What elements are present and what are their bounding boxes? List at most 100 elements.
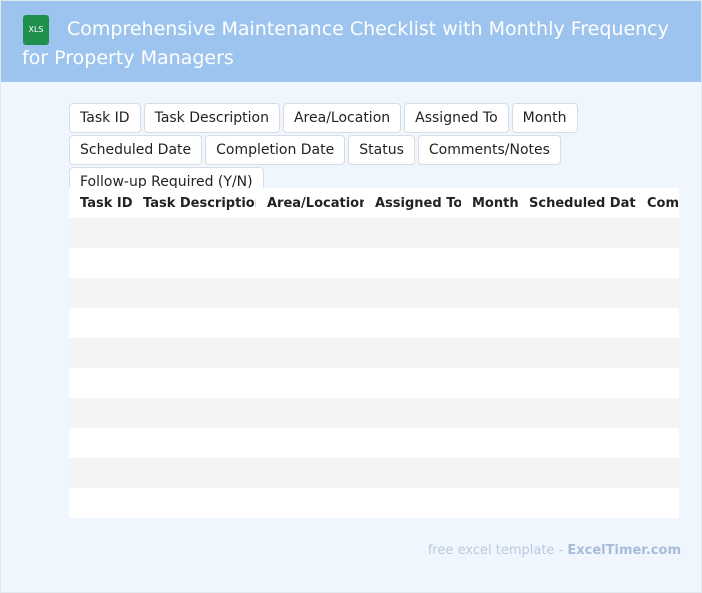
table-cell: [364, 248, 461, 278]
column-header: Scheduled Date: [529, 195, 636, 211]
table-cell: [636, 428, 679, 458]
table-cell: [132, 488, 256, 518]
table-cell: [518, 458, 636, 488]
table-container: Task ID Task Description Area/Location Assi…: [69, 188, 679, 518]
table-cell: [132, 248, 256, 278]
footer: free excel template - ExcelTimer.com: [428, 543, 681, 558]
table-cell: [461, 368, 518, 398]
table-cell: [518, 368, 636, 398]
table-cell: [364, 368, 461, 398]
table-cell: [636, 458, 679, 488]
column-header: Task Description: [143, 195, 256, 211]
column-tag[interactable]: Task ID: [69, 103, 141, 133]
table-cell: [69, 218, 132, 248]
column-tag[interactable]: Month: [511, 103, 578, 133]
table-cell: [461, 428, 518, 458]
table-row: [69, 428, 679, 458]
table-cell: [69, 308, 132, 338]
table-cell: [69, 248, 132, 278]
table-cell: [69, 398, 132, 428]
table-cell: [461, 458, 518, 488]
table-cell: [364, 428, 461, 458]
column-header: Area/Location: [267, 195, 364, 211]
column-tag[interactable]: Scheduled Date: [69, 135, 203, 165]
table-cell: [636, 488, 679, 518]
table-row: [69, 368, 679, 398]
table-cell: [518, 308, 636, 338]
column-tag[interactable]: Task Description: [143, 103, 280, 133]
table-cell: [364, 308, 461, 338]
table-cell: [256, 398, 364, 428]
table-cell: [256, 248, 364, 278]
table-cell: [69, 488, 132, 518]
footer-text: free excel template -: [427, 543, 568, 558]
table-cell: [461, 488, 518, 518]
table-cell: [636, 368, 679, 398]
table-row: [69, 278, 679, 308]
table-cell: [132, 278, 256, 308]
table-cell: [132, 458, 256, 488]
column-header: Month: [472, 195, 518, 211]
table-cell: [461, 398, 518, 428]
table-cell: [132, 338, 256, 368]
table-cell: [364, 488, 461, 518]
column-tag[interactable]: Area/Location: [282, 103, 402, 133]
table-cell: [636, 338, 679, 368]
table-cell: [256, 368, 364, 398]
table: Task ID Task Description Area/Location Assi…: [69, 188, 679, 518]
table-cell: [518, 218, 636, 248]
column-header: Task ID: [80, 195, 132, 211]
table-cell: [461, 248, 518, 278]
table-cell: [461, 278, 518, 308]
table-row: [69, 308, 679, 338]
table-cell: [69, 368, 132, 398]
footer-brand[interactable]: ExcelTimer.com: [567, 543, 681, 558]
table-row: [69, 458, 679, 488]
table-cell: [69, 338, 132, 368]
table-cell: [364, 398, 461, 428]
column-tag[interactable]: Status: [348, 135, 415, 165]
table-cell: [364, 338, 461, 368]
table-row: [69, 218, 679, 248]
header: XLS Comprehensive Maintenance Checklist …: [1, 1, 701, 82]
table-cell: [132, 398, 256, 428]
table-cell: [364, 218, 461, 248]
table-cell: [518, 248, 636, 278]
table-cell: [132, 218, 256, 248]
table-cell: [636, 218, 679, 248]
table-row: [69, 248, 679, 278]
table-cell: [256, 278, 364, 308]
table-row: [69, 488, 679, 518]
table-cell: [518, 278, 636, 308]
table-cell: [636, 398, 679, 428]
table-cell: [132, 368, 256, 398]
table-cell: [256, 458, 364, 488]
table-cell: [636, 248, 679, 278]
table-header-row: Task ID Task Description Area/Location Assi…: [69, 188, 679, 218]
table-row: [69, 338, 679, 368]
table-cell: [132, 428, 256, 458]
table-cell: [461, 338, 518, 368]
table-cell: [518, 488, 636, 518]
table-cell: [518, 338, 636, 368]
table-cell: [364, 458, 461, 488]
table-cell: [364, 278, 461, 308]
column-header: Completion Date: [647, 195, 679, 211]
file-icon: XLS: [23, 15, 49, 45]
table-cell: [69, 278, 132, 308]
column-tag[interactable]: Assigned To: [404, 103, 509, 133]
table-cell: [518, 428, 636, 458]
column-tag[interactable]: Comments/Notes: [417, 135, 561, 165]
table-cell: [461, 308, 518, 338]
table-cell: [256, 428, 364, 458]
table-cell: [518, 398, 636, 428]
table-cell: [636, 278, 679, 308]
table-cell: [636, 308, 679, 338]
table-cell: [69, 458, 132, 488]
table-cell: [69, 428, 132, 458]
table-cell: [256, 308, 364, 338]
table-cell: [256, 488, 364, 518]
table-cell: [132, 308, 256, 338]
column-tag[interactable]: Completion Date: [205, 135, 346, 165]
